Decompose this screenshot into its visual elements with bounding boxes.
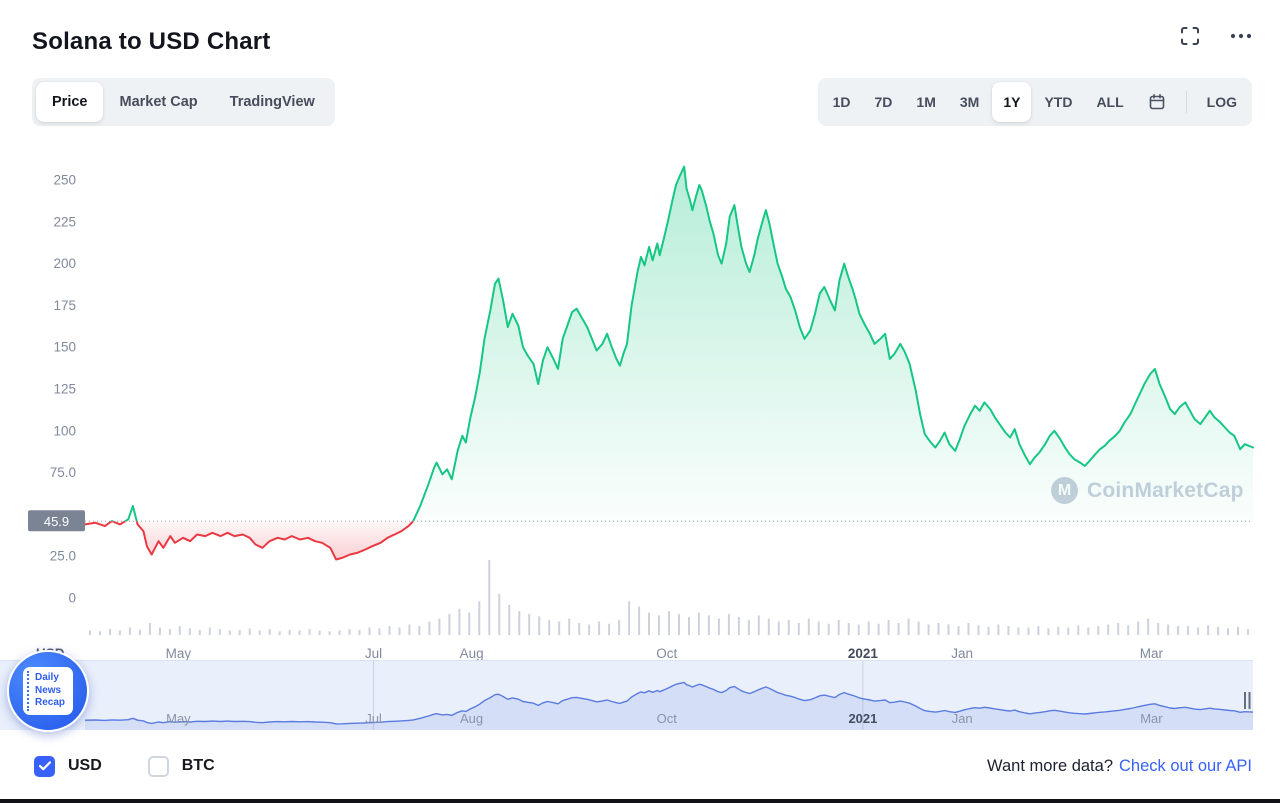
svg-text:Jan: Jan [952,711,973,726]
daily-news-recap-badge[interactable]: Daily News Recap [7,650,89,732]
range-ytd[interactable]: YTD [1033,82,1083,122]
range-3m[interactable]: 3M [949,82,990,122]
news-card: Daily News Recap [22,667,73,715]
tab-market-cap[interactable]: Market Cap [103,82,213,122]
svg-text:150: 150 [53,340,76,355]
svg-text:75.0: 75.0 [50,465,76,480]
page-title: Solana to USD Chart [32,28,271,56]
calendar-icon [1149,94,1164,110]
price-chart-canvas[interactable]: 45.925022520017515012510075.025.00USDMay… [0,140,1280,735]
range-1d[interactable]: 1D [822,82,862,122]
range-selector: 1D 7D 1M 3M 1Y YTD ALL LOG [817,78,1252,126]
svg-text:225: 225 [53,214,76,229]
news-line: Daily [34,672,59,684]
check-icon [38,761,51,771]
svg-text:100: 100 [53,423,76,438]
svg-text:May: May [166,646,192,661]
btc-checkbox-label: BTC [181,757,215,774]
svg-text:125: 125 [53,382,76,397]
svg-text:2021: 2021 [848,711,877,726]
usd-checkbox-label: USD [68,757,102,774]
toolbar-divider [1185,91,1187,113]
svg-text:Oct: Oct [657,711,678,726]
svg-text:25.0: 25.0 [50,549,76,564]
chart-type-tabs: Price Market Cap TradingView [32,78,335,126]
fullscreen-button[interactable] [1178,24,1202,48]
log-scale-button[interactable]: LOG [1196,82,1248,122]
svg-text:Mar: Mar [1140,711,1163,726]
btc-checkbox[interactable]: BTC [147,755,215,777]
usd-checkbox[interactable]: USD [34,755,102,777]
fullscreen-icon [1181,27,1199,45]
svg-text:Jul: Jul [365,711,382,726]
svg-text:250: 250 [53,173,76,188]
ellipsis-icon [1230,33,1252,39]
svg-text:0: 0 [68,591,76,606]
svg-text:175: 175 [53,298,76,313]
svg-text:Aug: Aug [460,711,483,726]
chart-action-icons [1178,24,1254,48]
chart-footer: USD BTC Want more data? Check out our API [0,737,1280,795]
checkbox-unchecked-icon [147,755,169,777]
tab-tradingview[interactable]: TradingView [214,82,331,122]
checkbox-checked-icon [34,755,55,777]
svg-text:May: May [166,711,191,726]
range-1y[interactable]: 1Y [992,82,1032,122]
svg-text:45.9: 45.9 [44,514,69,529]
svg-text:200: 200 [53,256,76,271]
svg-text:2021: 2021 [848,646,879,661]
api-promo: Want more data? Check out our API [987,757,1252,776]
tab-price[interactable]: Price [36,82,104,122]
promo-text: Want more data? [987,756,1113,775]
calendar-button[interactable] [1137,82,1177,122]
range-all[interactable]: ALL [1085,82,1134,122]
range-1m[interactable]: 1M [905,82,946,122]
svg-text:Oct: Oct [656,646,677,661]
svg-text:Aug: Aug [460,646,484,661]
api-link[interactable]: Check out our API [1119,756,1252,775]
currency-toggles: USD BTC [34,755,215,777]
svg-text:Jul: Jul [365,646,382,661]
svg-text:Jan: Jan [951,646,973,661]
news-line: Recap [34,697,65,709]
range-7d[interactable]: 7D [864,82,904,122]
next-section-edge [0,799,1280,803]
news-line: News [34,684,62,696]
more-options-button[interactable] [1228,31,1254,41]
svg-text:Mar: Mar [1140,646,1164,661]
